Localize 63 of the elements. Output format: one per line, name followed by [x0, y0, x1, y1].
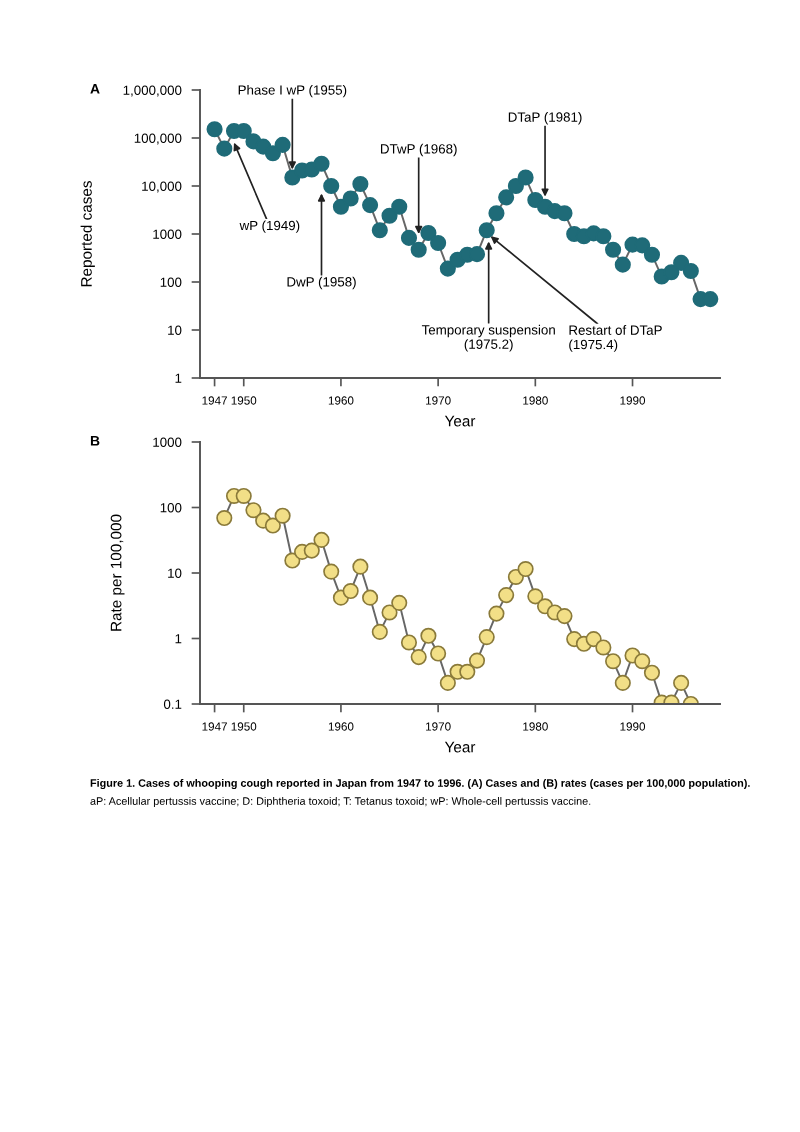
- point: [303, 542, 320, 559]
- point: [216, 509, 233, 527]
- point: [517, 169, 534, 186]
- point: [527, 588, 544, 605]
- point: [235, 487, 252, 505]
- point: [400, 229, 418, 246]
- point: [498, 587, 515, 604]
- point: [430, 234, 447, 252]
- point: [634, 653, 651, 670]
- point: [362, 589, 379, 606]
- point: [342, 583, 359, 600]
- point: [400, 634, 418, 651]
- point: [381, 207, 398, 224]
- point: [391, 198, 408, 215]
- point: [313, 531, 330, 548]
- point: [439, 260, 456, 277]
- point: [371, 222, 388, 239]
- point: [245, 502, 262, 519]
- point: [556, 608, 573, 625]
- point: [498, 189, 515, 206]
- point: [420, 224, 437, 242]
- point: [430, 645, 447, 662]
- point: [488, 205, 505, 222]
- point: [478, 629, 495, 646]
- point: [595, 228, 612, 245]
- point: [410, 241, 427, 258]
- point: [323, 563, 340, 580]
- point: [663, 264, 680, 281]
- point: [478, 222, 495, 239]
- point: [507, 177, 524, 195]
- point: [323, 177, 340, 195]
- point: [556, 205, 573, 222]
- point: [439, 674, 456, 691]
- point: [605, 653, 622, 670]
- point: [605, 241, 622, 258]
- point: [274, 136, 291, 153]
- point: [517, 560, 534, 578]
- point: [371, 623, 388, 640]
- point: [352, 558, 369, 575]
- point: [682, 262, 699, 279]
- point: [614, 256, 631, 273]
- point: [206, 121, 223, 138]
- point: [634, 237, 651, 254]
- point: [264, 517, 281, 534]
- point: [673, 674, 690, 691]
- point: [391, 594, 408, 611]
- point: [643, 664, 661, 681]
- point: [381, 604, 398, 621]
- point: [342, 190, 359, 207]
- point: [362, 197, 379, 214]
- point: [352, 175, 369, 193]
- point: [595, 639, 612, 656]
- point: [643, 246, 661, 263]
- point: [216, 140, 233, 157]
- point: [274, 507, 291, 524]
- point: [410, 649, 427, 666]
- point: [459, 663, 476, 680]
- point: [468, 652, 486, 669]
- point: [488, 605, 505, 622]
- point: [614, 674, 631, 691]
- point: [313, 155, 330, 172]
- point: [264, 145, 281, 162]
- point: [420, 627, 437, 644]
